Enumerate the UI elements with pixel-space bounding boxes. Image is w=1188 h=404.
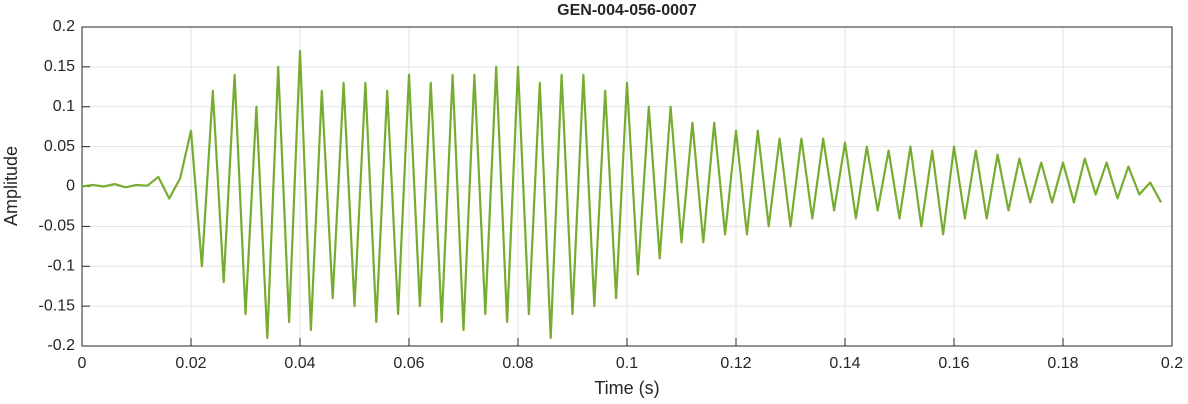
x-tick-label: 0.04 xyxy=(284,355,315,372)
x-tick-label: 0.06 xyxy=(393,355,424,372)
x-tick-label: 0 xyxy=(78,355,87,372)
y-tick-label: -0.15 xyxy=(39,297,76,314)
chart-title: GEN-004-056-0007 xyxy=(557,2,697,19)
y-tick-label: 0.05 xyxy=(44,138,75,155)
x-tick-label: 0.1 xyxy=(616,355,638,372)
x-tick-label: 0.02 xyxy=(175,355,206,372)
x-tick-label: 0.14 xyxy=(829,355,860,372)
x-tick-label: 0.18 xyxy=(1047,355,1078,372)
y-tick-label: 0 xyxy=(66,178,75,195)
y-tick-label: -0.1 xyxy=(47,257,75,274)
y-tick-label: 0.1 xyxy=(53,98,75,115)
y-tick-label: 0.2 xyxy=(53,18,75,35)
x-tick-label: 0.2 xyxy=(1161,355,1183,372)
waveform-line xyxy=(81,49,1163,340)
y-tick-label: -0.05 xyxy=(39,218,76,235)
y-tick-label: 0.15 xyxy=(44,58,75,75)
y-tick-label: -0.2 xyxy=(47,337,75,354)
x-tick-label: 0.08 xyxy=(502,355,533,372)
x-axis-label: Time (s) xyxy=(594,378,659,398)
y-axis-label: Amplitude xyxy=(1,146,21,226)
x-tick-label: 0.16 xyxy=(938,355,969,372)
x-tick-label: 0.12 xyxy=(720,355,751,372)
